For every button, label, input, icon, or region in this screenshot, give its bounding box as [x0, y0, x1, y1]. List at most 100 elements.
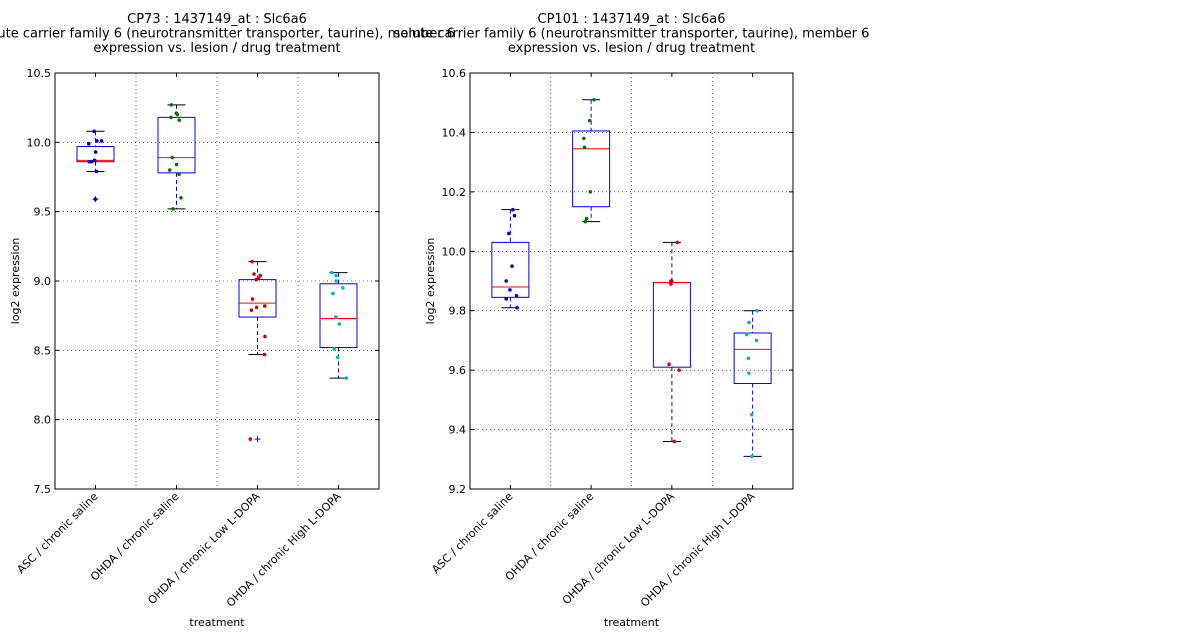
- plot-frame: [469, 72, 794, 490]
- data-point: [92, 129, 96, 134]
- data-point: [592, 97, 596, 102]
- x-category-label: ASC / chronic saline: [429, 490, 515, 576]
- data-point: [174, 111, 179, 116]
- data-point: [669, 282, 673, 286]
- data-point: [669, 279, 673, 283]
- data-point: [95, 139, 99, 143]
- data-point: [588, 190, 593, 194]
- data-point: [582, 145, 587, 150]
- data-point: [675, 240, 680, 245]
- y-tick-label: 9.6: [449, 364, 467, 377]
- data-point: [256, 276, 261, 281]
- data-point: [747, 371, 751, 375]
- chart-title-line-2: solute carrier family 6 (neurotransmitte…: [0, 27, 455, 42]
- y-tick-label: 10.6: [442, 67, 467, 80]
- data-point: [177, 172, 181, 177]
- y-tick-label: 8.0: [34, 414, 52, 427]
- data-point: [99, 139, 104, 143]
- data-point: [510, 264, 514, 268]
- data-point: [341, 286, 345, 290]
- data-point: [511, 207, 515, 212]
- data-point: [744, 332, 749, 337]
- data-point: [177, 118, 182, 122]
- chart-title-line-1: CP73 : 1437149_at : Slc6a6: [127, 12, 307, 27]
- data-point: [169, 103, 174, 107]
- data-point: [587, 118, 592, 123]
- data-point: [515, 305, 519, 310]
- y-axis-label: log2 expression: [424, 238, 437, 325]
- data-point: [86, 141, 91, 146]
- data-point: [672, 439, 677, 444]
- data-point: [331, 291, 335, 296]
- y-tick-label: 10.5: [27, 67, 52, 80]
- data-point: [170, 155, 175, 160]
- data-point: [329, 270, 334, 275]
- x-category-label: OHDA / chronic saline: [88, 490, 182, 584]
- data-point: [92, 158, 97, 163]
- x-category-label: ASC / chronic saline: [14, 490, 100, 576]
- data-point: [746, 356, 751, 361]
- data-point: [584, 216, 589, 221]
- data-point: [93, 150, 98, 154]
- data-point: [335, 355, 340, 360]
- data-point: [667, 362, 671, 367]
- box-iqr: [733, 332, 772, 385]
- data-point: [249, 308, 254, 312]
- x-category-label: OHDA / chronic saline: [503, 490, 597, 584]
- chart-title-line-3: expression vs. lesion / drug treatment: [508, 41, 755, 56]
- data-point: [508, 288, 512, 292]
- data-point: [504, 279, 508, 283]
- y-tick-label: 9.4: [449, 424, 467, 437]
- data-point: [332, 347, 337, 351]
- data-point: [750, 454, 754, 459]
- y-tick-label: 9.2: [449, 483, 467, 496]
- data-point: [167, 168, 172, 172]
- data-point: [504, 297, 508, 301]
- data-point: [507, 231, 511, 236]
- data-point: [94, 169, 99, 174]
- data-point: [250, 297, 255, 301]
- data-point: [337, 322, 342, 326]
- data-point: [514, 294, 519, 298]
- y-tick-label: 7.5: [34, 483, 52, 496]
- x-axis-label: treatment: [189, 616, 245, 629]
- data-point: [512, 213, 517, 218]
- y-tick-label: 10.0: [442, 245, 467, 258]
- data-point: [262, 352, 267, 357]
- data-point: [582, 136, 586, 141]
- data-point: [254, 305, 259, 310]
- chart-title-line-2: solute carrier family 6 (neurotransmitte…: [394, 27, 870, 42]
- chart-title-line-1: CP101 : 1437149_at : Slc6a6: [538, 12, 726, 27]
- box-iqr: [491, 241, 530, 298]
- data-point: [89, 159, 94, 164]
- box-iqr: [157, 116, 196, 174]
- plot-frame: [54, 72, 380, 490]
- y-axis-label: log2 expression: [9, 238, 22, 325]
- x-axis-label: treatment: [604, 616, 660, 629]
- data-point: [754, 338, 759, 343]
- data-point: [263, 334, 267, 339]
- y-tick-label: 10.4: [442, 126, 467, 139]
- y-tick-label: 9.5: [34, 206, 52, 219]
- data-point: [334, 273, 338, 278]
- data-point: [174, 162, 179, 167]
- y-tick-label: 10.2: [442, 186, 467, 199]
- data-point: [344, 376, 349, 380]
- data-point: [258, 273, 263, 278]
- y-tick-label: 9.0: [34, 275, 52, 288]
- data-point: [252, 272, 256, 276]
- y-tick-label: 10.0: [27, 136, 52, 149]
- data-point: [93, 197, 98, 201]
- data-point: [749, 412, 754, 417]
- box-iqr: [652, 281, 691, 368]
- data-point: [334, 279, 338, 283]
- data-point: [169, 115, 173, 120]
- data-point: [179, 196, 183, 200]
- data-point: [262, 304, 267, 308]
- box-iqr: [572, 130, 611, 208]
- data-point: [333, 315, 338, 319]
- box-iqr: [319, 283, 358, 349]
